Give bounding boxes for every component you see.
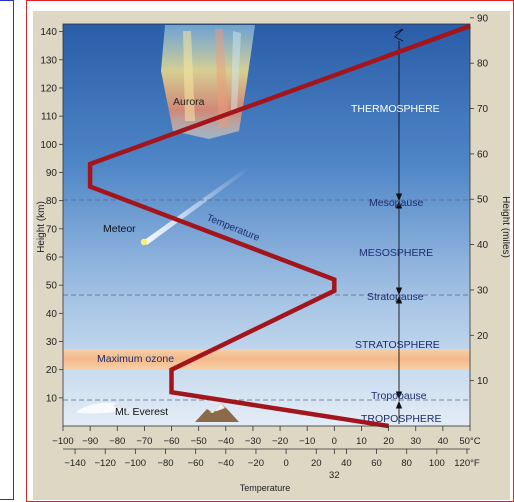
aurora-graphic bbox=[161, 25, 255, 139]
aurora-label: Aurora bbox=[173, 96, 205, 108]
celsius-tick-label: −80 bbox=[109, 436, 125, 447]
thermosphere-label: THERMOSPHERE bbox=[351, 103, 440, 115]
mile-tick-label: 70 bbox=[477, 104, 489, 115]
celsius-tick-label: 30 bbox=[410, 436, 421, 447]
mile-tick-label: 80 bbox=[477, 59, 489, 70]
plot-border bbox=[62, 23, 471, 427]
mesosphere-label: MESOSPHERE bbox=[359, 247, 433, 259]
celsius-tick-label: −30 bbox=[245, 436, 261, 447]
troposphere-label: TROPOSPHERE bbox=[361, 413, 442, 425]
stratopause-label: Stratopause bbox=[367, 291, 424, 303]
celsius-tick-label: 20 bbox=[383, 436, 394, 447]
celsius-tick-label: −40 bbox=[218, 436, 234, 447]
everest-graphic bbox=[77, 402, 239, 422]
celsius-tick-label: −10 bbox=[299, 436, 315, 447]
freezing-label: 32 bbox=[329, 470, 340, 481]
fahrenheit-tick-label: −120 bbox=[95, 458, 116, 469]
stratosphere-label: STRATOSPHERE bbox=[355, 339, 440, 351]
celsius-tick-label: −70 bbox=[136, 436, 152, 447]
celsius-tick-label: 50°C bbox=[459, 436, 480, 447]
right-axis-title: Height (miles) bbox=[500, 196, 510, 258]
fahrenheit-tick-label: 80 bbox=[401, 458, 412, 469]
celsius-tick-label: 0 bbox=[332, 436, 337, 447]
meteor-trail bbox=[143, 167, 249, 245]
mile-tick-label: 60 bbox=[477, 149, 489, 160]
km-axis: 10 20 30 40 50 60 70 80 90 100 110 120 130 140 bbox=[40, 27, 63, 404]
km-tick-label: 100 bbox=[40, 140, 57, 151]
celsius-tick-label: −100 bbox=[52, 436, 73, 447]
fahrenheit-tick-label: 120°F bbox=[454, 458, 480, 469]
bottom-axis-title: Temperature bbox=[240, 483, 291, 493]
mile-axis: 10 20 30 40 50 60 70 80 90 bbox=[470, 13, 489, 387]
km-tick-label: 120 bbox=[40, 83, 57, 94]
km-tick-label: 50 bbox=[46, 281, 58, 292]
km-tick-label: 70 bbox=[46, 224, 58, 235]
fahrenheit-tick-label: −100 bbox=[125, 458, 146, 469]
fahrenheit-tick-label: −20 bbox=[248, 458, 264, 469]
km-tick-label: 60 bbox=[46, 252, 58, 263]
fahrenheit-tick-label: 0 bbox=[283, 458, 288, 469]
km-tick-label: 20 bbox=[46, 365, 58, 376]
temperature-line bbox=[87, 23, 471, 429]
meteor-label: Meteor bbox=[103, 223, 136, 235]
celsius-tick-label: −20 bbox=[272, 436, 288, 447]
everest-label: Mt. Everest bbox=[115, 406, 168, 418]
km-tick-label: 80 bbox=[46, 196, 58, 207]
fahrenheit-tick-label: 20 bbox=[311, 458, 322, 469]
fahrenheit-tick-label: −40 bbox=[218, 458, 234, 469]
fahrenheit-tick-label: 100 bbox=[429, 458, 445, 469]
mile-tick-label: 10 bbox=[477, 376, 489, 387]
km-tick-label: 110 bbox=[41, 112, 57, 123]
mile-tick-label: 90 bbox=[477, 13, 489, 24]
left-frame bbox=[0, 0, 14, 500]
celsius-tick-label: −50 bbox=[191, 436, 207, 447]
layer-arrows bbox=[394, 28, 404, 424]
fahrenheit-tick-label: −80 bbox=[157, 458, 173, 469]
fahrenheit-tick-label: 40 bbox=[341, 458, 352, 469]
km-tick-label: 140 bbox=[40, 27, 57, 38]
km-tick-label: 10 bbox=[46, 393, 58, 404]
ozone-band bbox=[63, 349, 470, 369]
fahrenheit-tick-label: −60 bbox=[188, 458, 204, 469]
celsius-axis: −100 −90 −80 −70 −60 −50 −40 −30 −20 −10 0 10 20 30 40… bbox=[52, 426, 481, 450]
left-axis-title: Height (km) bbox=[36, 201, 47, 253]
mile-tick-label: 30 bbox=[477, 285, 489, 296]
fahrenheit-tick-label: −140 bbox=[64, 458, 85, 469]
meteor-head bbox=[140, 238, 148, 246]
celsius-tick-label: 40 bbox=[438, 436, 449, 447]
tropopause-label: Tropopause bbox=[371, 390, 427, 402]
ozone-label: Maximum ozone bbox=[97, 353, 174, 365]
fahrenheit-axis: −140 −120 −100 −80 −60 −40 −20 0 20 40 60 80 100 120°… bbox=[64, 449, 480, 481]
mile-tick-label: 20 bbox=[477, 331, 489, 342]
atmosphere-diagram: Maximum ozone Aurora Meteor Mt. Everest … bbox=[36, 13, 510, 493]
mile-tick-label: 40 bbox=[477, 240, 489, 251]
km-tick-label: 130 bbox=[40, 55, 57, 66]
celsius-tick-label: 10 bbox=[356, 436, 367, 447]
celsius-tick-label: −90 bbox=[82, 436, 98, 447]
mesopause-label: Mesopause bbox=[369, 197, 423, 209]
km-tick-label: 30 bbox=[46, 337, 58, 348]
km-tick-label: 40 bbox=[46, 309, 58, 320]
km-tick-label: 90 bbox=[46, 168, 58, 179]
mile-tick-label: 50 bbox=[477, 195, 489, 206]
celsius-tick-label: −60 bbox=[163, 436, 179, 447]
fahrenheit-tick-label: 60 bbox=[371, 458, 382, 469]
